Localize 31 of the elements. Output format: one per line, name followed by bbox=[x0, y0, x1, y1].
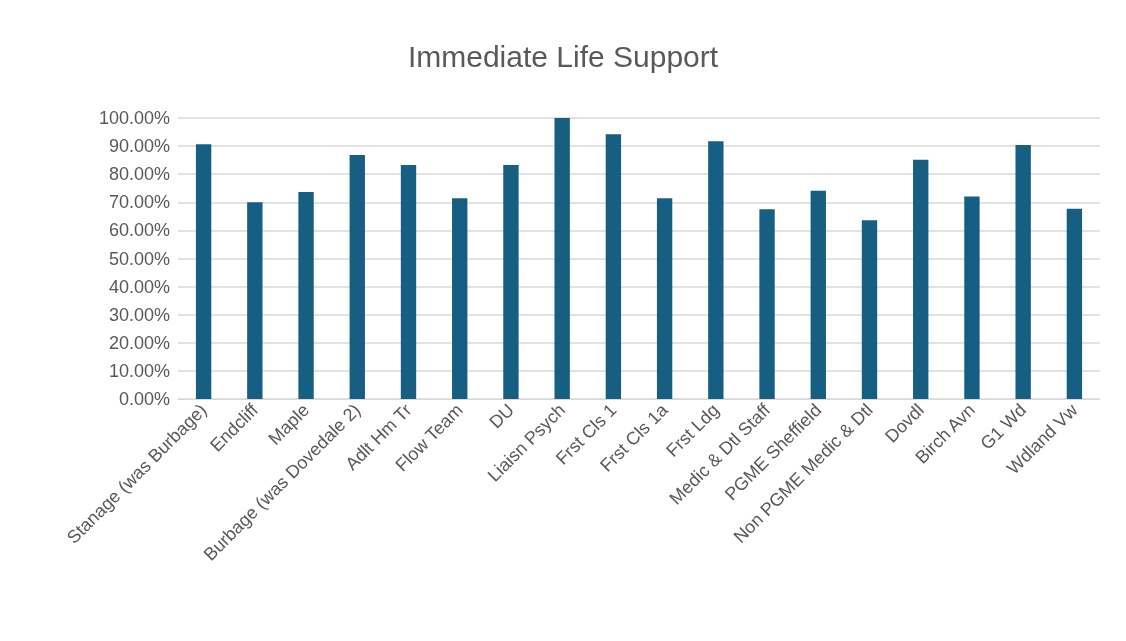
bar bbox=[810, 190, 826, 399]
bar bbox=[759, 209, 775, 399]
bar bbox=[247, 202, 263, 399]
chart-title: Immediate Life Support bbox=[407, 39, 719, 73]
x-tick-label: DU bbox=[485, 399, 519, 433]
bar bbox=[964, 196, 980, 399]
y-tick-label: 10.00% bbox=[108, 360, 170, 381]
bar bbox=[1015, 144, 1031, 399]
bar bbox=[554, 118, 570, 399]
bar bbox=[503, 164, 519, 399]
y-tick-label: 20.00% bbox=[108, 332, 170, 353]
y-tick-label: 0.00% bbox=[118, 389, 170, 409]
bar bbox=[298, 191, 314, 399]
y-tick-label: 100.00% bbox=[98, 108, 170, 128]
y-tick-label: 40.00% bbox=[108, 276, 170, 297]
y-tick-label: 80.00% bbox=[108, 164, 170, 185]
bar bbox=[1066, 208, 1083, 399]
bar bbox=[913, 159, 929, 399]
bar bbox=[349, 155, 365, 399]
y-tick-label: 60.00% bbox=[108, 220, 170, 241]
bar bbox=[605, 134, 622, 399]
bar bbox=[452, 198, 468, 399]
bar bbox=[708, 141, 724, 399]
y-tick-label: 70.00% bbox=[108, 192, 170, 213]
y-tick-label: 90.00% bbox=[108, 136, 170, 157]
bar bbox=[400, 164, 417, 399]
bar bbox=[656, 198, 673, 399]
bar bbox=[195, 144, 212, 399]
y-tick-label: 50.00% bbox=[108, 248, 170, 269]
bar bbox=[861, 220, 878, 399]
y-tick-label: 30.00% bbox=[108, 304, 170, 325]
